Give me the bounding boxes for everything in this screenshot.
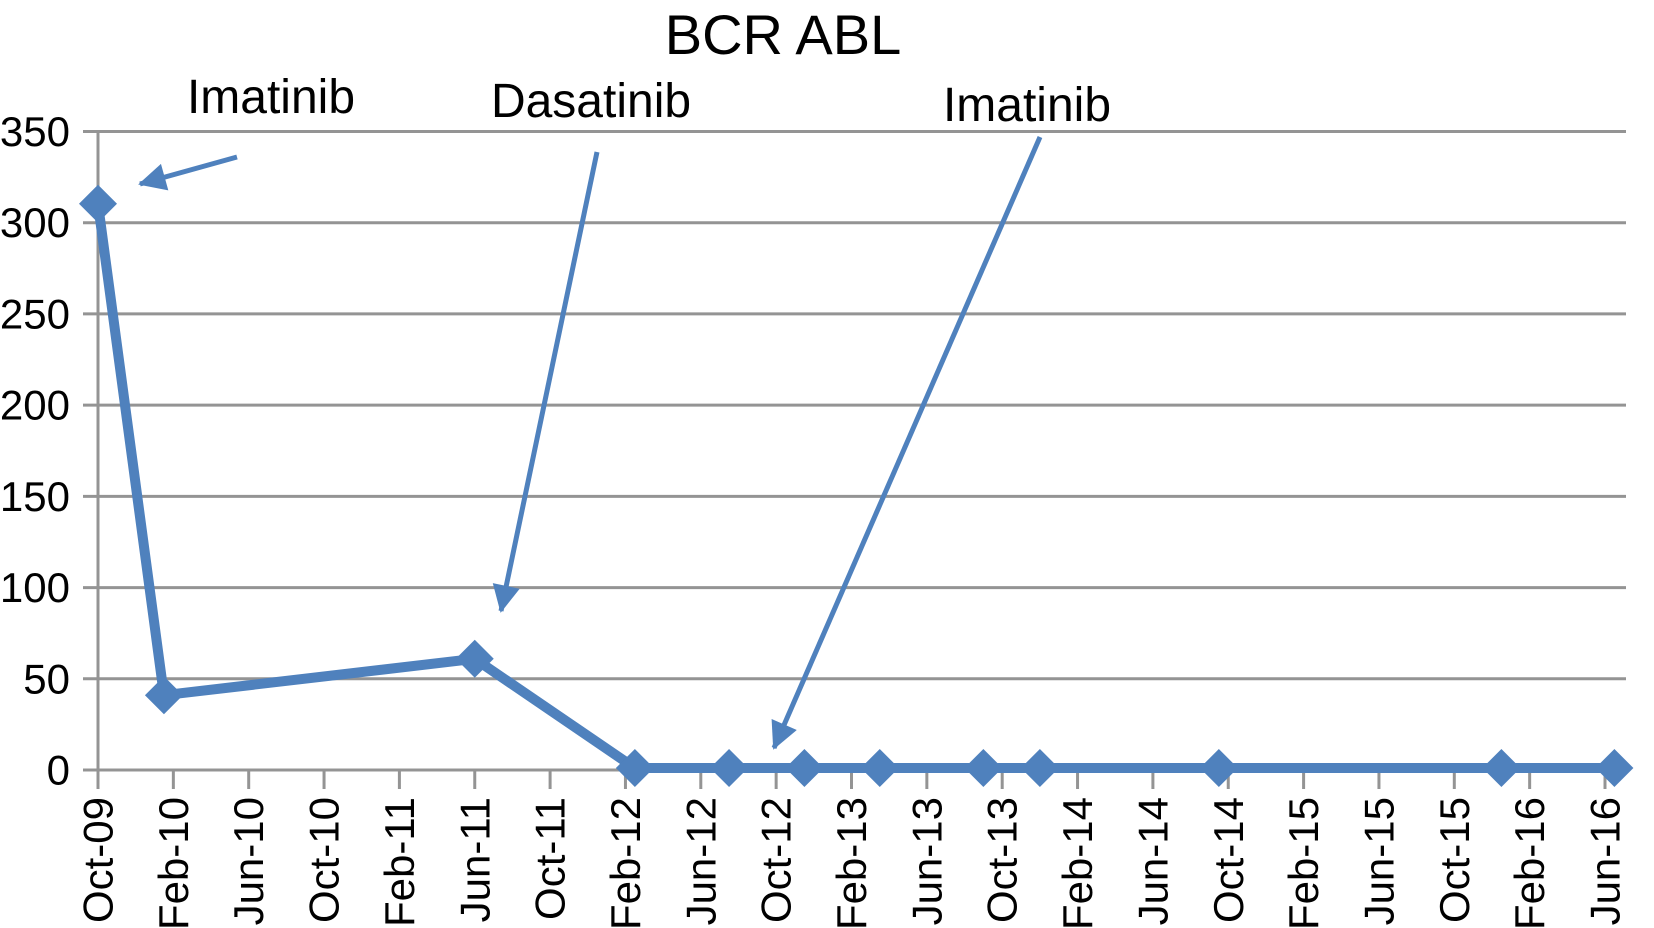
data-series [79,184,1634,787]
data-point-marker [615,749,654,787]
x-axis-tick-label: Jun-12 [677,797,724,925]
data-point-marker [1199,749,1238,787]
x-axis-tick-label: Feb-16 [1506,797,1553,928]
x-axis-tick-label: Oct-11 [527,797,574,920]
data-point-marker [710,749,749,787]
x-axis-tick-label: Feb-12 [602,797,649,928]
x-axis-tick-label: Jun-13 [903,797,950,925]
y-axis-tick-label: 0 [47,747,70,794]
data-point-marker [1020,749,1059,787]
y-axis-tick-label: 50 [23,655,70,702]
data-point-marker [785,749,824,787]
y-axis-tick-label: 150 [0,473,70,520]
x-axis-tick-label: Jun-16 [1582,797,1629,925]
data-point-marker [1595,749,1634,787]
data-point-marker [79,184,117,223]
y-axis-tick-label: 250 [0,290,70,337]
annotation-arrow [771,136,1043,750]
annotations: Imatinib Dasatinib Imatinib [138,71,1111,750]
x-axis-tick-label: Feb-13 [828,797,875,928]
chart-title: BCR ABL [665,3,902,66]
x-axis-tick-label: Feb-11 [376,797,423,927]
y-axis-tick-label: 300 [0,199,70,246]
y-axis-tick-label: 200 [0,382,70,429]
y-axis-tick-label: 100 [0,564,70,611]
series-line [93,203,1615,773]
x-axis-tick-label: Oct-09 [75,797,122,923]
data-point-marker [144,676,183,715]
x-axis-tick-label: Jun-15 [1355,797,1402,925]
x-axis-tick-label: Jun-10 [225,797,272,925]
x-axis-tick-label: Oct-12 [753,797,800,923]
annotation-label-dasatinib: Dasatinib [491,75,691,128]
x-axis-tick-label: Oct-13 [979,797,1026,923]
data-point-marker [1482,749,1521,787]
annotation-label-imatinib-1: Imatinib [187,71,355,124]
axis-labels: 0 50 100 150 200 250 300 350 Oct-09 Feb-10 Jun-10 O… [0,108,1629,928]
x-axis-tick-label: Jun-14 [1129,797,1176,925]
x-axis-tick-label: Oct-15 [1431,797,1478,923]
annotation-label-imatinib-2: Imatinib [943,79,1111,132]
annotation-arrow [138,154,238,191]
annotation-arrow [492,151,600,613]
axes [96,129,1607,789]
x-axis-tick-label: Feb-10 [150,797,197,928]
data-point-marker [455,639,494,678]
x-axis-tick-label: Feb-15 [1280,797,1327,928]
x-axis-tick-label: Feb-14 [1054,797,1101,928]
y-axis-tick-label: 350 [0,108,70,155]
x-axis-tick-label: Oct-10 [301,797,348,923]
data-point-marker [964,749,1003,787]
x-axis-tick-label: Jun-11 [451,797,498,922]
x-axis-tick-label: Oct-14 [1205,797,1252,923]
data-point-marker [860,749,899,787]
